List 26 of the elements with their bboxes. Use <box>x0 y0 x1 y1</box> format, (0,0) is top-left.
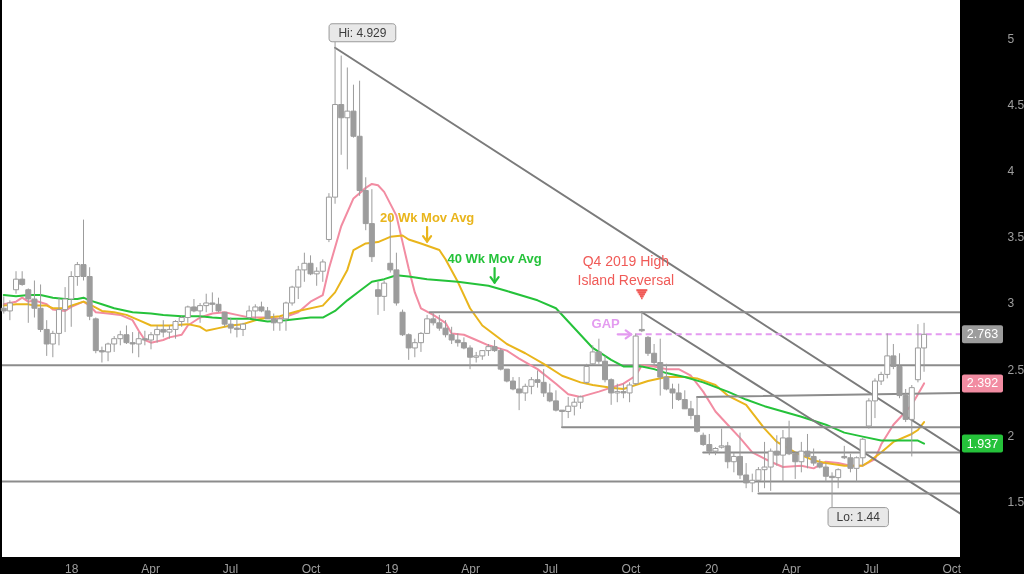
text: 2.763 <box>966 327 999 342</box>
y-tick-label: 2 <box>1007 428 1015 443</box>
annotation: Q4 2019 High Island Reversal <box>577 253 675 289</box>
y-tick-label: 4.5 <box>1007 98 1024 113</box>
x-tick-label: 20 <box>704 561 719 576</box>
x-tick-label: Jul <box>542 561 558 576</box>
x-tick-label: Oct <box>621 561 641 576</box>
text: 1.937 <box>966 436 999 451</box>
y-tick-label: 3 <box>1007 296 1015 311</box>
annotation: Hi: 4.929 <box>338 25 387 40</box>
y-tick-label: 3.5 <box>1007 230 1024 245</box>
y-tick-label: 1.5 <box>1007 494 1024 509</box>
annotation: GAP <box>591 316 621 332</box>
x-tick-label: Oct <box>301 561 322 576</box>
x-tick-label: Jul <box>863 561 879 576</box>
x-tick-label: 18 <box>65 561 79 576</box>
annotation: Lo: 1.44 <box>836 510 881 525</box>
x-tick-label: Oct <box>942 561 962 576</box>
text: 2.392 <box>966 376 999 391</box>
annotation: 40 Wk Mov Avg <box>447 251 542 267</box>
y-tick-label: 5 <box>1007 31 1015 46</box>
annotation: 20 Wk Mov Avg <box>379 210 475 226</box>
y-tick-label: 2.5 <box>1007 362 1024 377</box>
y-tick-label: 4 <box>1007 164 1015 179</box>
x-tick-label: Jul <box>222 561 239 576</box>
x-tick-label: 19 <box>384 561 399 576</box>
